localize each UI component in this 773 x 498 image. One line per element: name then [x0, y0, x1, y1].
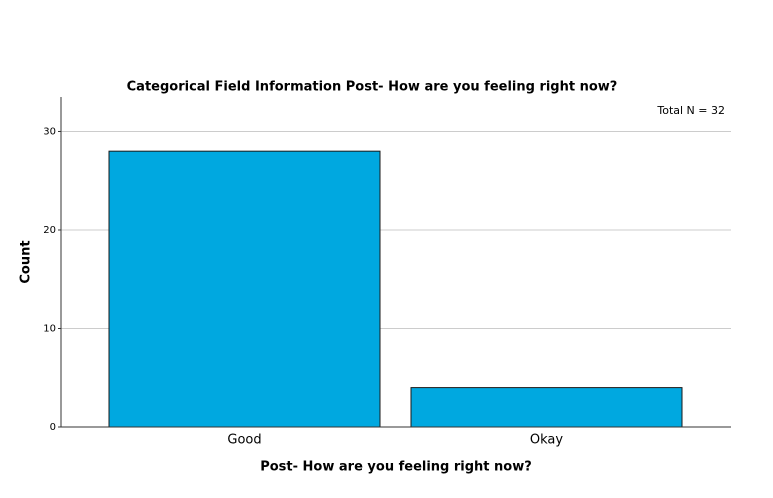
x-tick-label: Good: [227, 433, 261, 448]
y-tick-label: 20: [43, 225, 56, 236]
x-axis-label: Post- How are you feeling right now?: [260, 460, 532, 475]
y-tick-label: 10: [43, 323, 56, 334]
bar: [108, 150, 381, 428]
y-tick-label: 0: [50, 422, 56, 433]
annotation: Total N = 32: [656, 104, 725, 117]
bar: [410, 387, 683, 428]
y-tick-label: 30: [43, 126, 56, 137]
chart-title: Categorical Field Information Post- How …: [127, 80, 618, 95]
y-axis-label: Count: [19, 240, 34, 283]
x-tick-label: Okay: [530, 433, 563, 448]
